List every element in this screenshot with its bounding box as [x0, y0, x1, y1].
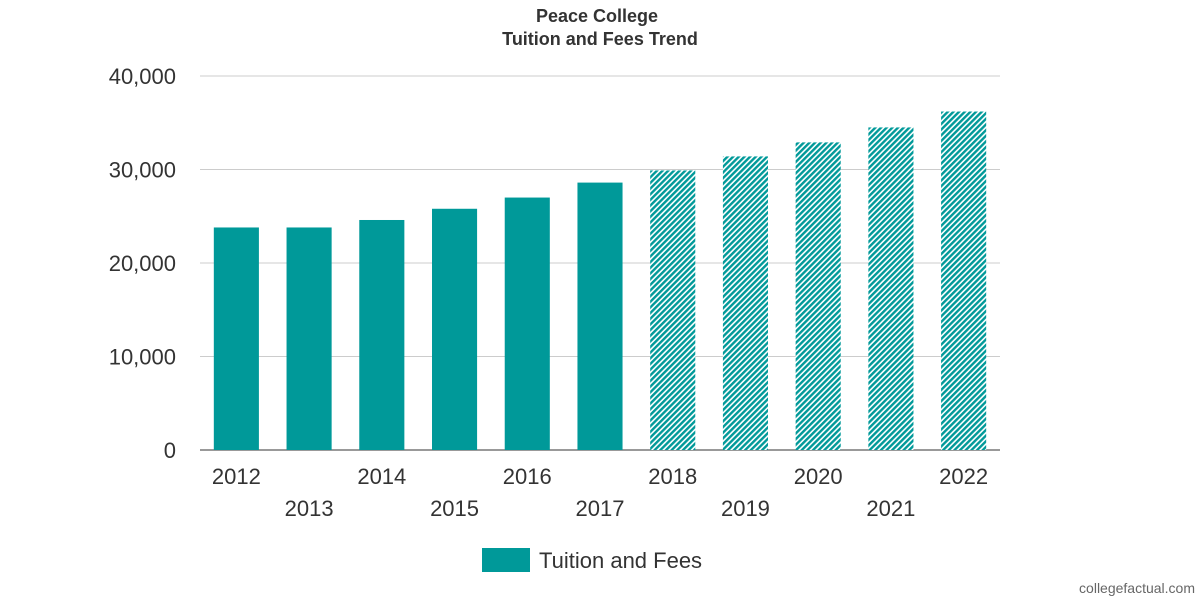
y-tick-label: 20,000 [109, 251, 176, 276]
credit-text: collegefactual.com [1079, 580, 1195, 596]
y-tick-label: 40,000 [109, 64, 176, 89]
bar-2014 [359, 219, 405, 450]
legend-label: Tuition and Fees [539, 548, 702, 573]
legend-swatch [482, 548, 530, 572]
x-tick-label: 2017 [576, 496, 625, 521]
bar-2018 [650, 170, 696, 450]
y-axis-ticks: 0 10,000 20,000 30,000 40,000 [109, 64, 176, 463]
x-tick-label: 2015 [430, 496, 479, 521]
bar-2013 [286, 227, 332, 450]
x-tick-label: 2016 [503, 464, 552, 489]
bar-2020 [795, 142, 841, 450]
x-tick-label: 2021 [866, 496, 915, 521]
x-tick-label: 2020 [794, 464, 843, 489]
bar-2021 [868, 127, 914, 451]
bar-2015 [432, 208, 478, 450]
bars [213, 111, 987, 451]
bar-2017 [577, 182, 623, 450]
x-tick-label: 2019 [721, 496, 770, 521]
y-tick-label: 0 [164, 438, 176, 463]
y-tick-label: 10,000 [109, 345, 176, 370]
bar-2016 [504, 197, 550, 450]
x-axis-ticks: 2012 2013 2014 2015 2016 2017 2018 2019 2020 2021… [212, 464, 988, 521]
legend: Tuition and Fees [482, 548, 702, 573]
x-tick-label: 2018 [648, 464, 697, 489]
chart-subtitle: Tuition and Fees Trend [502, 29, 698, 49]
x-tick-label: 2013 [285, 496, 334, 521]
y-tick-label: 30,000 [109, 158, 176, 183]
bar-2022 [941, 111, 987, 450]
bar-2012 [213, 227, 259, 450]
x-tick-label: 2014 [357, 464, 406, 489]
x-tick-label: 2012 [212, 464, 261, 489]
chart-title: Peace College [536, 6, 658, 26]
bar-2019 [722, 156, 768, 450]
x-tick-label: 2022 [939, 464, 988, 489]
